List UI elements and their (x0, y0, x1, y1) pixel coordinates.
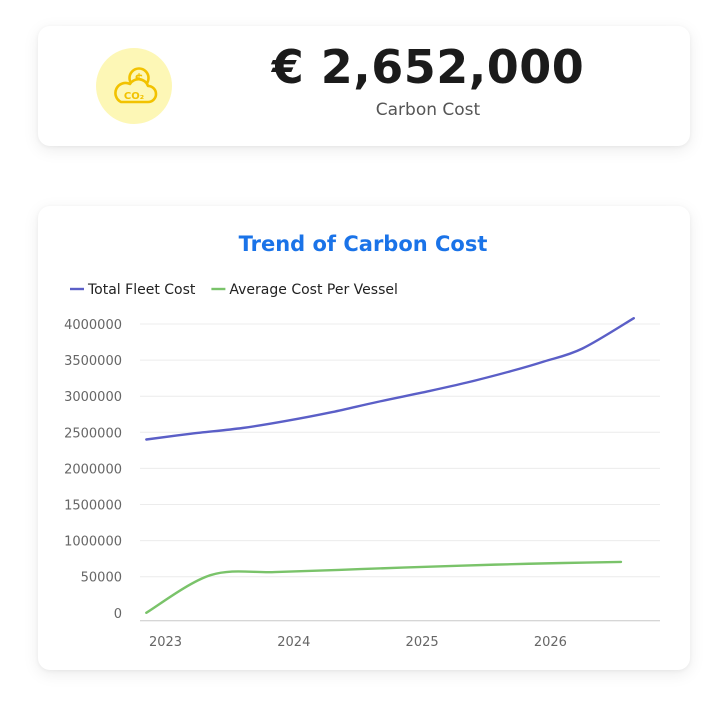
y-tick-label: 50000 (81, 571, 122, 586)
carbon-cost-kpi-card: $ CO₂ € 2,652,000 Carbon Cost (38, 26, 690, 146)
x-tick-label: 2026 (534, 635, 567, 650)
x-axis-ticks: 2023 2024 2025 2026 (149, 635, 567, 650)
x-tick-label: 2025 (406, 635, 439, 650)
chart-legend: Total Fleet Cost Average Cost Per Vessel (70, 282, 398, 298)
y-axis-ticks: 0 50000 1000000 1500000 2000000 2500000 300000… (64, 318, 122, 622)
chart-grid (140, 323, 660, 622)
series-line-0[interactable] (145, 317, 635, 441)
svg-text:CO₂: CO₂ (124, 91, 144, 102)
y-tick-label: 3500000 (64, 354, 122, 369)
coin-cloud-co2-icon: $ CO₂ (96, 48, 172, 124)
y-tick-label: 0 (114, 607, 122, 622)
y-tick-label: 4000000 (64, 318, 122, 333)
series-line-1[interactable] (145, 560, 623, 614)
kpi-label: Carbon Cost (375, 100, 481, 120)
x-tick-label: 2024 (277, 635, 310, 650)
x-tick-label: 2023 (149, 635, 182, 650)
legend-entry-1[interactable]: Average Cost Per Vessel (229, 282, 397, 298)
kpi-value: € 2,652,000 (271, 40, 585, 94)
legend-entry-0[interactable]: Total Fleet Cost (87, 282, 196, 298)
chart-title: Trend of Carbon Cost (239, 232, 488, 256)
trend-line-chart: Trend of Carbon Cost Total Fleet Cost Ave… (64, 232, 660, 650)
y-tick-label: 2000000 (64, 462, 122, 477)
y-tick-label: 2500000 (64, 426, 122, 441)
chart-series (145, 317, 635, 614)
y-tick-label: 1500000 (64, 499, 122, 514)
y-tick-label: 1000000 (64, 535, 122, 550)
y-tick-label: 3000000 (64, 390, 122, 405)
carbon-cost-trend-card: Trend of Carbon Cost Total Fleet Cost Ave… (38, 206, 690, 670)
